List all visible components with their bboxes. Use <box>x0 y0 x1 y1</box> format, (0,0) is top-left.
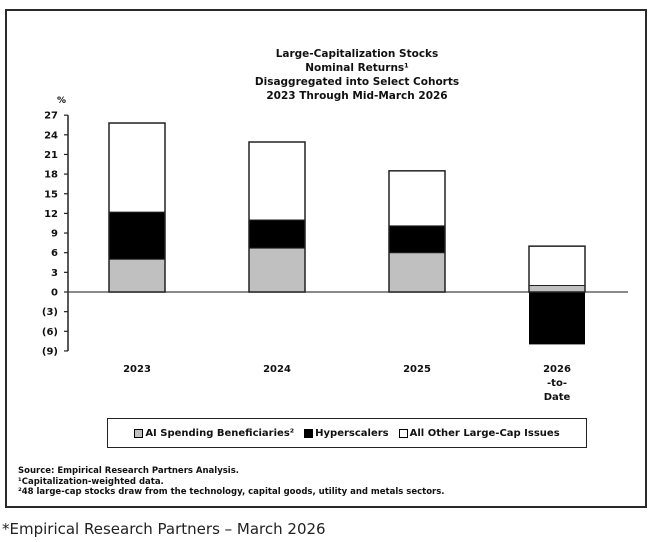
bar-segment-ai-spending <box>249 248 305 292</box>
bar-group-0 <box>108 122 166 293</box>
bar-segment-ai-spending <box>529 285 585 292</box>
chart-title: Large-Capitalization Stocks Nominal Retu… <box>255 48 459 102</box>
bar-segment-hyperscalers <box>529 292 585 345</box>
y-tick-label: 15 <box>44 189 58 200</box>
x-tick-label: 2025 <box>403 364 431 375</box>
y-axis-unit-label: % <box>57 96 66 106</box>
legend-swatch-ai-spending <box>134 428 144 438</box>
bar-outline-positive <box>528 245 586 293</box>
bar-group-3 <box>528 245 586 345</box>
footnote-2: ²48 large-cap stocks draw from the techn… <box>18 487 445 497</box>
y-tick-label: 6 <box>51 248 58 259</box>
y-tick-label: 0 <box>51 288 58 299</box>
x-tick-label: 2026 <box>543 364 571 375</box>
bar-group-1 <box>248 141 306 293</box>
legend-item-all-other: All Other Large-Cap Issues <box>398 427 560 439</box>
y-tick-label: (3) <box>42 307 58 318</box>
title-line-3: Disaggregated into Select Cohorts <box>255 76 459 88</box>
x-tick-label: Date <box>544 392 571 403</box>
bars <box>108 122 586 345</box>
y-tick-label: 9 <box>51 229 58 240</box>
y-tick-label: (6) <box>42 327 58 338</box>
legend-item-ai-spending: AI Spending Beneficiaries² <box>134 428 294 439</box>
legend-label-hyperscalers: Hyperscalers <box>315 427 389 439</box>
title-line-1: Large-Capitalization Stocks <box>276 48 439 60</box>
bar-segment-all-other <box>529 246 585 286</box>
legend-swatch-hyperscalers <box>304 428 314 438</box>
legend: AI Spending Beneficiaries² Hyperscalers … <box>107 418 587 448</box>
y-tick-label: 21 <box>44 150 58 161</box>
legend-label-all-other: All Other Large-Cap Issues <box>409 427 560 439</box>
title-line-4: 2023 Through Mid-March 2026 <box>266 90 447 102</box>
caption: *Empirical Research Partners – March 202… <box>2 520 326 538</box>
chart-notes: Source: Empirical Research Partners Anal… <box>18 466 445 498</box>
footnote-1: ¹Capitalization-weighted data. <box>18 476 164 487</box>
bar-segment-hyperscalers <box>389 225 445 253</box>
title-line-2: Nominal Returns¹ <box>305 62 409 74</box>
legend-swatch-all-other <box>398 428 408 438</box>
x-tick-label: 2023 <box>123 364 151 375</box>
bar-segment-hyperscalers <box>109 212 165 260</box>
y-tick-label: 12 <box>44 209 58 220</box>
bar-segment-ai-spending <box>389 252 445 292</box>
bar-segment-hyperscalers <box>249 219 305 249</box>
legend-item-hyperscalers: Hyperscalers <box>304 427 389 439</box>
source-note: Source: Empirical Research Partners Anal… <box>18 466 239 476</box>
chart-plot: Large-Capitalization Stocks Nominal Retu… <box>42 48 628 403</box>
bar-group-2 <box>388 170 446 293</box>
bar-segment-all-other <box>109 123 165 213</box>
bar-segment-all-other <box>249 142 305 220</box>
y-tick-label: (9) <box>42 346 58 357</box>
y-tick-label: 18 <box>44 170 58 181</box>
bar-outline-positive <box>108 122 166 293</box>
bar-segment-ai-spending <box>109 259 165 292</box>
bar-outline-positive <box>248 141 306 293</box>
legend-label-ai-spending: AI Spending Beneficiaries² <box>145 427 295 439</box>
x-axis-labels: 2023 2024 2025 2026 -to- Date <box>123 364 571 403</box>
x-tick-label: -to- <box>547 378 567 389</box>
y-tick-label: 27 <box>44 111 58 122</box>
bar-segment-all-other <box>389 170 445 226</box>
y-tick-label: 24 <box>44 130 58 141</box>
y-tick-label: 3 <box>51 268 58 279</box>
x-tick-label: 2024 <box>263 364 291 375</box>
bar-outline-positive <box>388 170 446 293</box>
